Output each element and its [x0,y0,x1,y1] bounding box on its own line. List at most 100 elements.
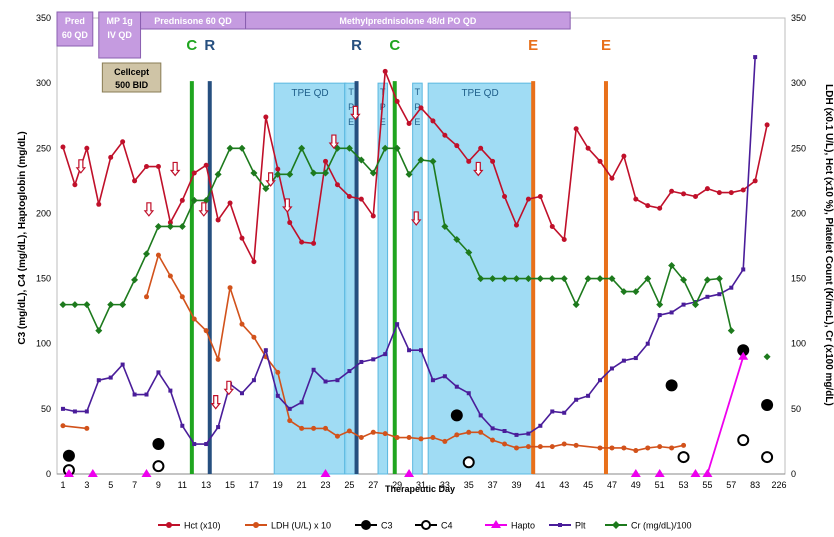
legend-label: C4 [441,521,453,531]
x-tick: 33 [440,480,450,490]
y-tick-right: 300 [791,78,806,88]
legend-label: Plt [575,521,586,531]
data-point [454,143,460,149]
data-point-cr [131,276,139,284]
data-point-hapto [654,469,665,477]
data-point [442,132,448,138]
data-point-cr [190,196,198,204]
x-tick: 83 [750,480,760,490]
data-point-cr [202,196,210,204]
legend-swatch [253,522,259,528]
data-point-cr [369,169,377,177]
data-point [346,428,352,434]
data-point-c3 [152,438,165,451]
data-point [609,175,615,181]
data-point-cr [214,170,222,178]
y-tick-left: 0 [46,469,51,479]
data-point-plt [609,366,614,371]
data-point-cr [536,275,544,283]
data-point-hapto [63,469,74,477]
data-point-c3 [450,409,463,422]
treatment-box [245,11,571,30]
arrow-marker [210,395,221,410]
data-point-cr [572,301,580,309]
data-point [728,190,734,196]
data-point [323,425,329,431]
data-point-plt [753,55,758,60]
data-point-cr [632,288,640,296]
data-point [84,425,90,431]
tpe-band [377,82,389,475]
data-point [191,316,197,322]
data-point-plt [263,348,268,353]
data-point-plt [383,352,388,357]
data-point [716,190,722,196]
x-tick: 57 [726,480,736,490]
x-tick: 49 [631,480,641,490]
data-point-plt [562,410,567,415]
data-point [645,203,651,209]
data-point-cr [310,169,318,177]
data-point-plt [180,423,185,428]
x-tick: 21 [297,480,307,490]
data-point-cr [715,275,723,283]
data-point-cr [83,301,91,309]
data-point [549,444,555,450]
data-point [203,328,209,334]
data-point-cr [298,144,306,152]
data-point-plt [407,348,412,353]
legend-label: Cr (mg/dL)/100 [631,521,692,531]
y-tick-left: 150 [36,274,51,284]
data-point-plt [598,378,603,383]
data-point-cr [166,222,174,230]
y-tick-left: 350 [36,13,51,23]
data-point-cr [107,301,115,309]
data-point [394,435,400,441]
x-tick: 43 [559,480,569,490]
treatment-box [56,11,94,47]
data-point-cr [143,250,151,258]
data-point-cr [71,301,79,309]
data-point [549,223,555,229]
tpe-label: T [415,87,421,97]
data-point [490,158,496,164]
data-point-cr [727,327,735,335]
data-point-plt [192,442,197,447]
data-point-plt [669,310,674,315]
data-point-plt [466,391,471,396]
arrow-marker [75,159,87,174]
data-point [155,164,161,170]
treatment-label: Pred [65,16,85,26]
data-point [334,182,340,188]
data-point-cr [668,262,676,270]
data-point [84,145,90,151]
data-point-plt [144,392,149,397]
data-point [239,321,245,327]
x-tick: 29 [392,480,402,490]
y-tick-left: 100 [36,339,51,349]
data-point-plt [299,400,304,405]
data-point [346,193,352,199]
y-tick-right: 150 [791,274,806,284]
series-group [63,351,749,477]
y-tick-right: 200 [791,208,806,218]
cellcept-box [101,62,162,93]
data-point-cr [608,275,616,283]
data-point [657,444,663,450]
data-point-c4 [737,434,750,447]
data-point-plt [490,426,495,431]
legend-label: LDH (U/L) x 10 [271,521,331,531]
data-point [430,118,436,124]
data-point-plt [108,375,113,380]
data-point [430,435,436,441]
treatment-label: 60 QD [62,30,89,40]
series-group [60,68,770,265]
data-point-plt [502,429,507,434]
event-label: R [351,37,362,54]
legend-label: C3 [381,521,393,531]
arrow-marker [169,161,181,177]
data-point-hapto [630,469,641,477]
data-point-hapto [141,469,152,477]
data-point [454,432,460,438]
